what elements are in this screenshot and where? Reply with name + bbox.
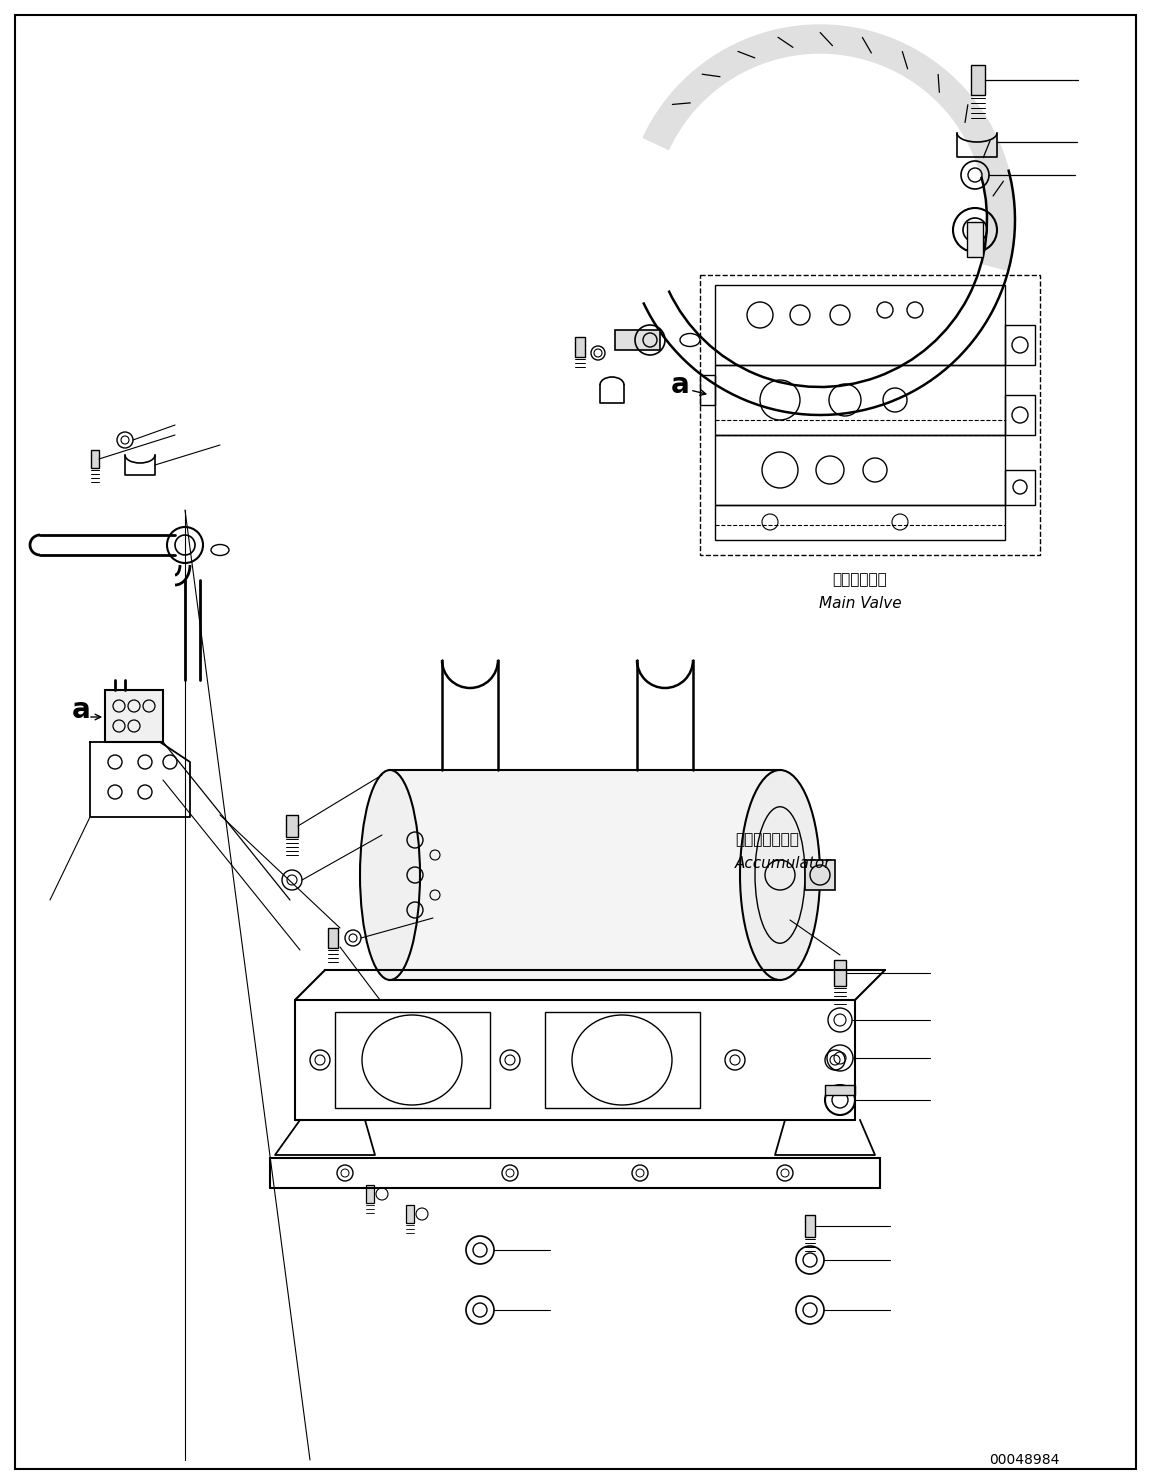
Bar: [834, 960, 846, 985]
Polygon shape: [643, 25, 1015, 270]
Text: Accumulator: Accumulator: [735, 855, 831, 871]
Bar: [328, 928, 338, 948]
Text: Main Valve: Main Valve: [818, 595, 901, 610]
Bar: [700, 275, 1041, 555]
Bar: [91, 450, 99, 467]
Bar: [366, 1186, 374, 1204]
Text: 00048984: 00048984: [990, 1453, 1060, 1468]
Bar: [805, 861, 834, 890]
Circle shape: [688, 770, 698, 781]
Text: a: a: [73, 696, 91, 724]
Bar: [406, 1205, 414, 1223]
Ellipse shape: [740, 770, 820, 979]
Circle shape: [437, 770, 447, 781]
Circle shape: [493, 770, 503, 781]
Text: a: a: [671, 371, 689, 399]
Text: メインバルブ: メインバルブ: [832, 573, 887, 588]
Bar: [825, 1085, 855, 1095]
Text: アキュムレータ: アキュムレータ: [735, 833, 799, 847]
Bar: [967, 223, 983, 257]
Bar: [576, 337, 585, 358]
Circle shape: [632, 770, 642, 781]
Bar: [700, 375, 715, 405]
Bar: [1005, 470, 1035, 505]
Bar: [971, 65, 985, 95]
Bar: [715, 505, 1005, 540]
Bar: [715, 285, 1005, 365]
Bar: [715, 365, 1005, 435]
Bar: [335, 1012, 490, 1109]
Bar: [805, 1215, 815, 1238]
Bar: [105, 690, 163, 742]
Bar: [615, 329, 660, 350]
Bar: [285, 815, 298, 837]
Bar: [715, 435, 1005, 505]
Bar: [390, 770, 780, 979]
Bar: [1005, 325, 1035, 365]
Bar: [546, 1012, 700, 1109]
Ellipse shape: [360, 770, 420, 979]
Bar: [1005, 395, 1035, 435]
